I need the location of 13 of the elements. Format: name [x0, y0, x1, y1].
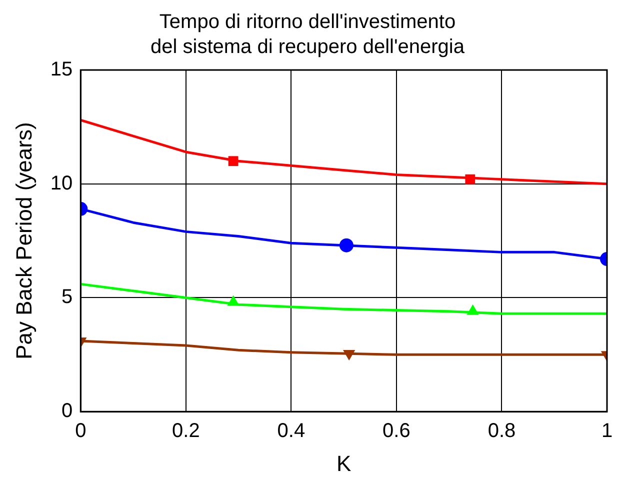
- x-tick-label: 0.4: [277, 420, 306, 442]
- y-tick-label: 0: [62, 400, 73, 422]
- chart-title: Tempo di ritorno dell'investimento del sistema di recupero dell'energia: [150, 11, 466, 58]
- x-tick-label: 0.2: [172, 420, 200, 442]
- x-axis-title: K: [336, 450, 352, 476]
- y-tick-label: 15: [50, 58, 73, 81]
- y-tick-label: 10: [50, 172, 73, 194]
- y-axis-title: Pay Back Period (years): [11, 122, 36, 360]
- point: [228, 156, 238, 166]
- x-tick-label: 0.6: [382, 420, 410, 442]
- x-tick-label: 0.8: [488, 420, 516, 442]
- y-tick-label: 5: [62, 286, 73, 308]
- x-tick-label: 1: [601, 420, 613, 442]
